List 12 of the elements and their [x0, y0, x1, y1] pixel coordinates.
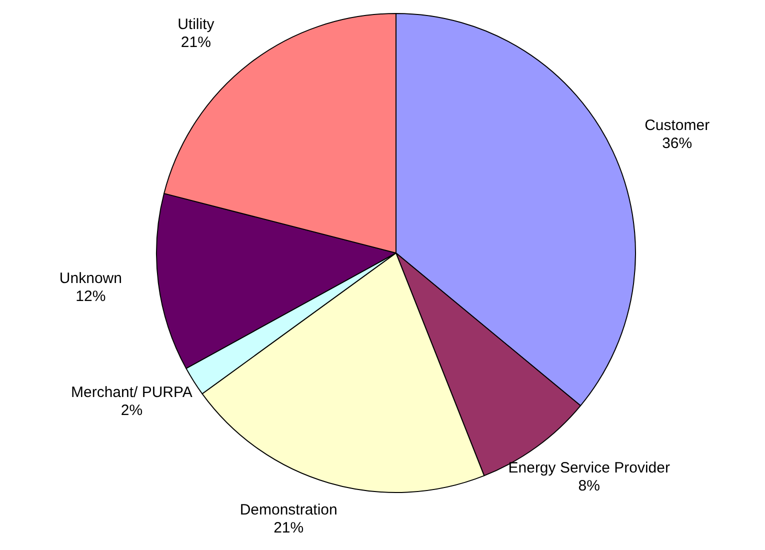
slice-label: Utility [178, 16, 215, 33]
slice-label: Energy Service Provider [508, 460, 670, 477]
slice-label: Merchant/ PURPA [70, 384, 192, 401]
data-label: 21% [180, 34, 211, 51]
slice-label: Unknown [59, 270, 122, 287]
data-label: 2% [120, 402, 143, 419]
slice-label: Customer [644, 116, 710, 134]
data-label: 12% [76, 288, 106, 305]
data-label: 36% [662, 134, 692, 152]
data-label: 21% [274, 520, 304, 537]
data-label: 8% [578, 478, 600, 495]
slice-label: Demonstration [240, 502, 338, 519]
